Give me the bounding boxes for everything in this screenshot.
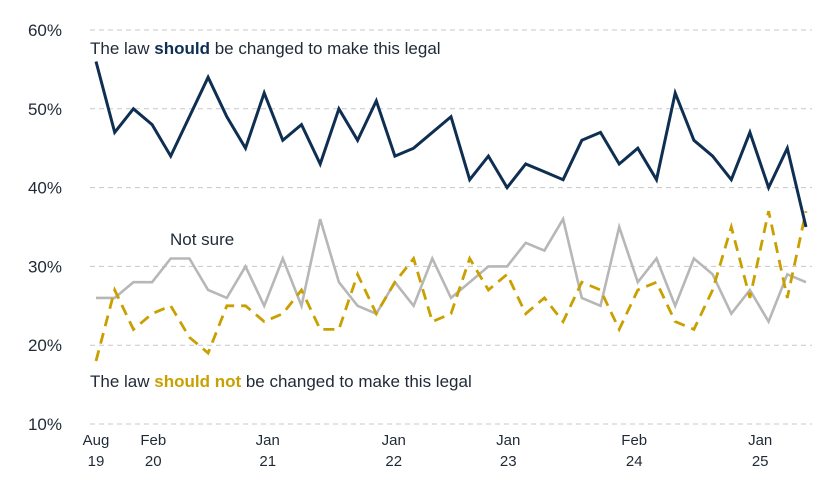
annotation-should-not: The law should not be changed to make th… xyxy=(90,372,472,391)
x-tick-label: Feb xyxy=(621,432,647,449)
series-line-not-sure xyxy=(96,215,807,325)
annotation-should: The law should be changed to make this l… xyxy=(90,39,441,58)
y-tick-label: 50% xyxy=(28,100,62,119)
series-line-should-not xyxy=(94,210,808,362)
x-tick-label: 24 xyxy=(626,453,643,470)
x-tick-label: 19 xyxy=(88,453,105,470)
series-line-should xyxy=(94,61,808,228)
y-tick-label: 30% xyxy=(28,257,62,276)
x-tick-label: Jan xyxy=(382,432,406,449)
x-tick-label: 25 xyxy=(752,453,769,470)
y-tick-label: 10% xyxy=(28,415,62,434)
annotation-should-not-emphasis: should not xyxy=(154,372,241,391)
y-tick-label: 20% xyxy=(28,336,62,355)
y-axis-tick-labels: 10% 20% 30% 40% 50% 60% xyxy=(28,21,62,434)
series-lines xyxy=(94,61,808,362)
x-tick-label: 23 xyxy=(500,453,517,470)
x-tick-label: Aug xyxy=(83,432,110,449)
annotation-should-emphasis: should xyxy=(154,39,210,58)
y-tick-label: 40% xyxy=(28,179,62,198)
x-tick-label: Jan xyxy=(256,432,280,449)
y-tick-label: 60% xyxy=(28,21,62,40)
x-tick-label: 21 xyxy=(259,453,276,470)
annotation-not-sure: Not sure xyxy=(170,230,234,249)
x-tick-label: 22 xyxy=(385,453,402,470)
x-tick-label: Jan xyxy=(748,432,772,449)
x-tick-label: 20 xyxy=(145,453,162,470)
x-tick-label: Feb xyxy=(140,432,166,449)
gridlines xyxy=(90,29,812,425)
x-tick-label: Jan xyxy=(496,432,520,449)
x-axis-tick-labels: Aug 19 Feb 20 Jan 21 Jan 22 Jan 23 Feb 24 Jan 25 xyxy=(83,432,773,470)
